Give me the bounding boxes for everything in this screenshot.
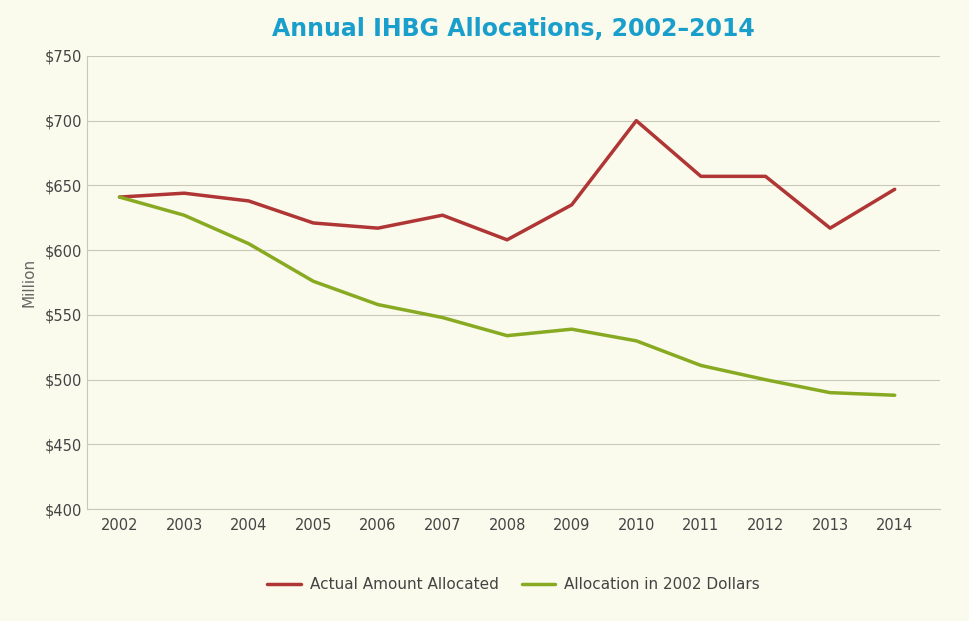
Actual Amount Allocated [760, 173, 771, 180]
Actual Amount Allocated [437, 212, 449, 219]
Line: Actual Amount Allocated: Actual Amount Allocated [119, 120, 894, 240]
Allocation in 2002 Dollars [631, 337, 642, 345]
Allocation in 2002 Dollars [178, 212, 190, 219]
Allocation in 2002 Dollars [243, 240, 255, 247]
Actual Amount Allocated [243, 197, 255, 205]
Allocation in 2002 Dollars [825, 389, 836, 396]
Title: Annual IHBG Allocations, 2002–2014: Annual IHBG Allocations, 2002–2014 [272, 17, 755, 42]
Actual Amount Allocated [825, 224, 836, 232]
Line: Allocation in 2002 Dollars: Allocation in 2002 Dollars [119, 197, 894, 395]
Actual Amount Allocated [566, 201, 578, 209]
Actual Amount Allocated [695, 173, 706, 180]
Legend: Actual Amount Allocated, Allocation in 2002 Dollars: Actual Amount Allocated, Allocation in 2… [261, 571, 766, 599]
Y-axis label: Million: Million [21, 258, 37, 307]
Allocation in 2002 Dollars [372, 301, 384, 308]
Actual Amount Allocated [178, 189, 190, 197]
Allocation in 2002 Dollars [695, 361, 706, 369]
Allocation in 2002 Dollars [307, 278, 319, 285]
Allocation in 2002 Dollars [501, 332, 513, 340]
Actual Amount Allocated [889, 186, 900, 193]
Allocation in 2002 Dollars [889, 391, 900, 399]
Allocation in 2002 Dollars [566, 325, 578, 333]
Allocation in 2002 Dollars [437, 314, 449, 321]
Actual Amount Allocated [631, 117, 642, 124]
Actual Amount Allocated [501, 236, 513, 243]
Actual Amount Allocated [113, 193, 125, 201]
Allocation in 2002 Dollars [760, 376, 771, 383]
Allocation in 2002 Dollars [113, 193, 125, 201]
Actual Amount Allocated [307, 219, 319, 227]
Actual Amount Allocated [372, 224, 384, 232]
